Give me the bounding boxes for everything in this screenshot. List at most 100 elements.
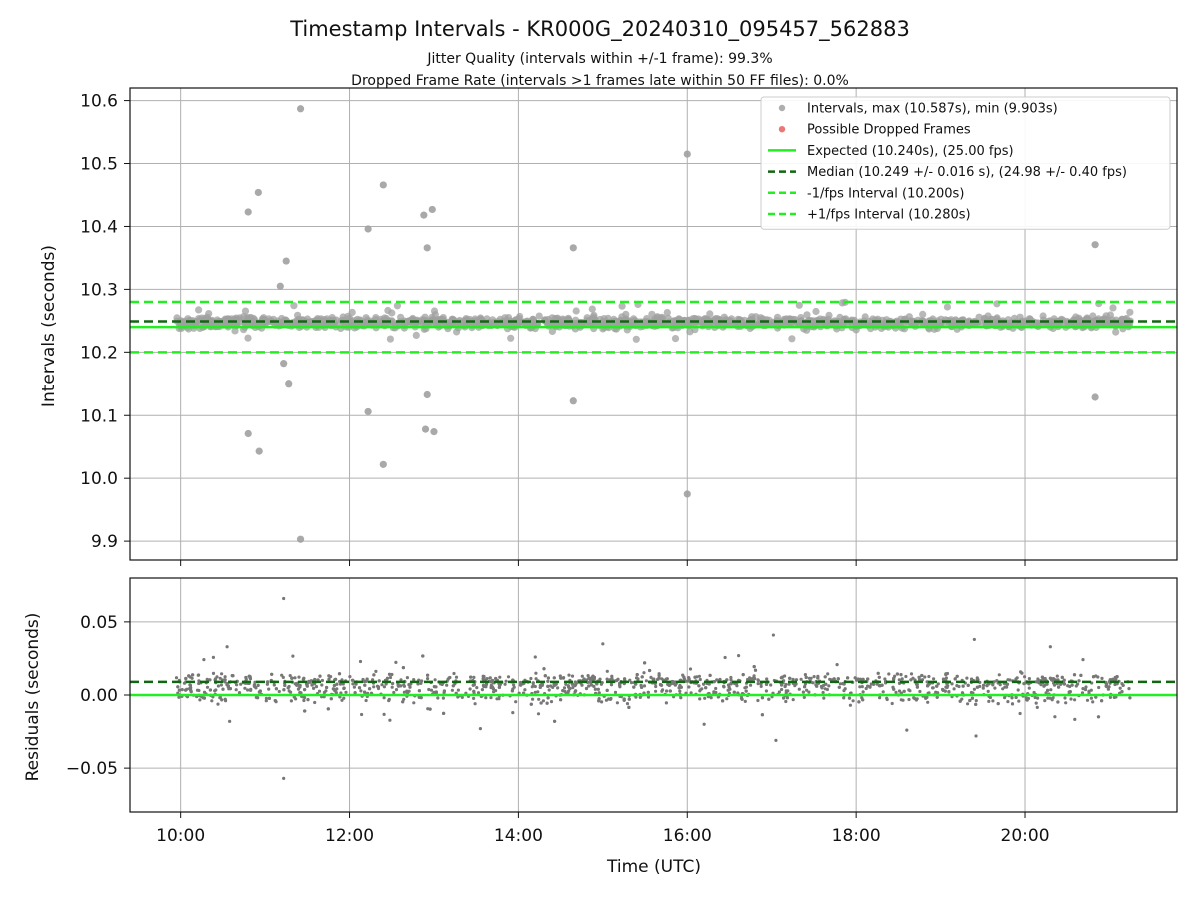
residual-point xyxy=(252,683,256,687)
residual-point xyxy=(861,690,865,694)
xtick-label-5: 20:00 xyxy=(1001,826,1050,846)
x-axis-label: Time (UTC) xyxy=(606,857,701,877)
residual-point xyxy=(925,680,929,684)
residual-point xyxy=(732,690,736,694)
residual-point xyxy=(1105,685,1109,689)
residual-point xyxy=(605,669,609,673)
residuals-ylabel: Residuals (seconds) xyxy=(23,613,43,782)
residual-point xyxy=(198,698,202,702)
residual-point xyxy=(760,713,765,717)
legend-entry-3: Median (10.249 +/- 0.016 s), (24.98 +/- … xyxy=(768,165,1127,180)
ytick-label-6: 10.5 xyxy=(80,155,118,175)
residual-outlier-1 xyxy=(282,776,286,780)
residual-point xyxy=(1077,679,1081,683)
residual-point xyxy=(947,690,951,694)
residual-point xyxy=(812,675,816,679)
residual-point xyxy=(688,667,693,671)
residual-point xyxy=(1064,701,1068,705)
residual-point xyxy=(1041,677,1045,681)
residual-point xyxy=(542,667,546,671)
residual-point xyxy=(274,687,278,691)
residual-point xyxy=(1073,698,1077,702)
residual-point xyxy=(256,683,260,688)
residual-point xyxy=(616,677,620,681)
residual-point xyxy=(743,699,747,704)
residual-point xyxy=(932,677,936,681)
residual-point xyxy=(804,675,808,680)
legend-entry-4: -1/fps Interval (10.200s) xyxy=(768,186,964,201)
residual-point xyxy=(1063,696,1067,700)
residual-outlier-10 xyxy=(1048,645,1052,649)
residual-point xyxy=(1062,682,1066,686)
residual-point xyxy=(223,697,227,701)
residual-point xyxy=(764,689,769,693)
residual-point xyxy=(519,683,523,687)
residual-point xyxy=(756,698,760,703)
interval-outlier-15 xyxy=(244,429,252,438)
residual-point xyxy=(302,676,306,681)
residual-point xyxy=(374,669,378,674)
residual-point xyxy=(1053,715,1057,719)
residual-point xyxy=(936,682,940,686)
residual-point xyxy=(712,680,716,684)
xtick-label-3: 16:00 xyxy=(663,826,712,846)
residual-point xyxy=(1084,685,1088,689)
residual-point xyxy=(995,679,999,683)
interval-point xyxy=(980,314,989,322)
interval-outlier-6 xyxy=(379,181,387,189)
residual-point xyxy=(985,684,989,688)
residual-point xyxy=(549,700,554,704)
residual-point xyxy=(1043,699,1047,703)
residual-point xyxy=(1080,691,1085,695)
intervals-panel: 9.9 10.0 10.1 10.2 10.3 10.4 10.5 10.6 xyxy=(80,87,1178,566)
residual-point xyxy=(1091,675,1096,679)
residual-point xyxy=(176,685,180,689)
ytick-label-3: 10.2 xyxy=(80,343,118,363)
residual-point xyxy=(475,686,479,690)
interval-point xyxy=(588,305,596,313)
residual-point xyxy=(664,701,669,705)
residual-point xyxy=(892,687,896,691)
interval-point xyxy=(412,331,420,339)
residual-point xyxy=(327,677,331,681)
residual-point xyxy=(794,682,798,686)
residual-point xyxy=(523,688,527,692)
residual-point xyxy=(382,685,386,689)
residual-point xyxy=(387,672,392,676)
residual-point xyxy=(646,695,651,699)
interval-outlier-5 xyxy=(364,225,372,233)
residual-point xyxy=(687,677,691,681)
residual-point xyxy=(450,688,454,692)
residual-point xyxy=(955,684,959,688)
interval-point xyxy=(618,302,626,310)
residual-point xyxy=(533,690,537,694)
residual-point xyxy=(596,687,600,691)
residual-point xyxy=(1050,678,1055,682)
residual-point xyxy=(1017,699,1021,703)
residual-point xyxy=(188,683,192,687)
residual-point xyxy=(1108,695,1112,700)
residual-point xyxy=(679,685,683,689)
residual-point xyxy=(786,689,790,693)
residual-point xyxy=(952,687,956,691)
residual-point xyxy=(177,688,181,692)
residual-point xyxy=(752,665,756,669)
residual-point xyxy=(1067,690,1071,694)
residual-point xyxy=(642,671,646,675)
residual-point xyxy=(514,700,518,704)
residual-outlier-8 xyxy=(225,645,229,649)
residual-point xyxy=(244,675,248,680)
residual-point xyxy=(180,688,184,692)
interval-point xyxy=(1109,304,1117,312)
residual-point xyxy=(215,675,219,679)
residual-point xyxy=(802,695,806,700)
residual-point xyxy=(451,684,455,688)
residual-point xyxy=(1048,676,1052,680)
residual-point xyxy=(408,685,412,689)
legend-label-1: Possible Dropped Frames xyxy=(807,123,971,138)
residual-point xyxy=(1020,671,1024,675)
residual-point xyxy=(941,677,946,681)
residual-point xyxy=(293,676,297,680)
residual-point xyxy=(454,675,459,679)
residual-point xyxy=(547,688,551,692)
